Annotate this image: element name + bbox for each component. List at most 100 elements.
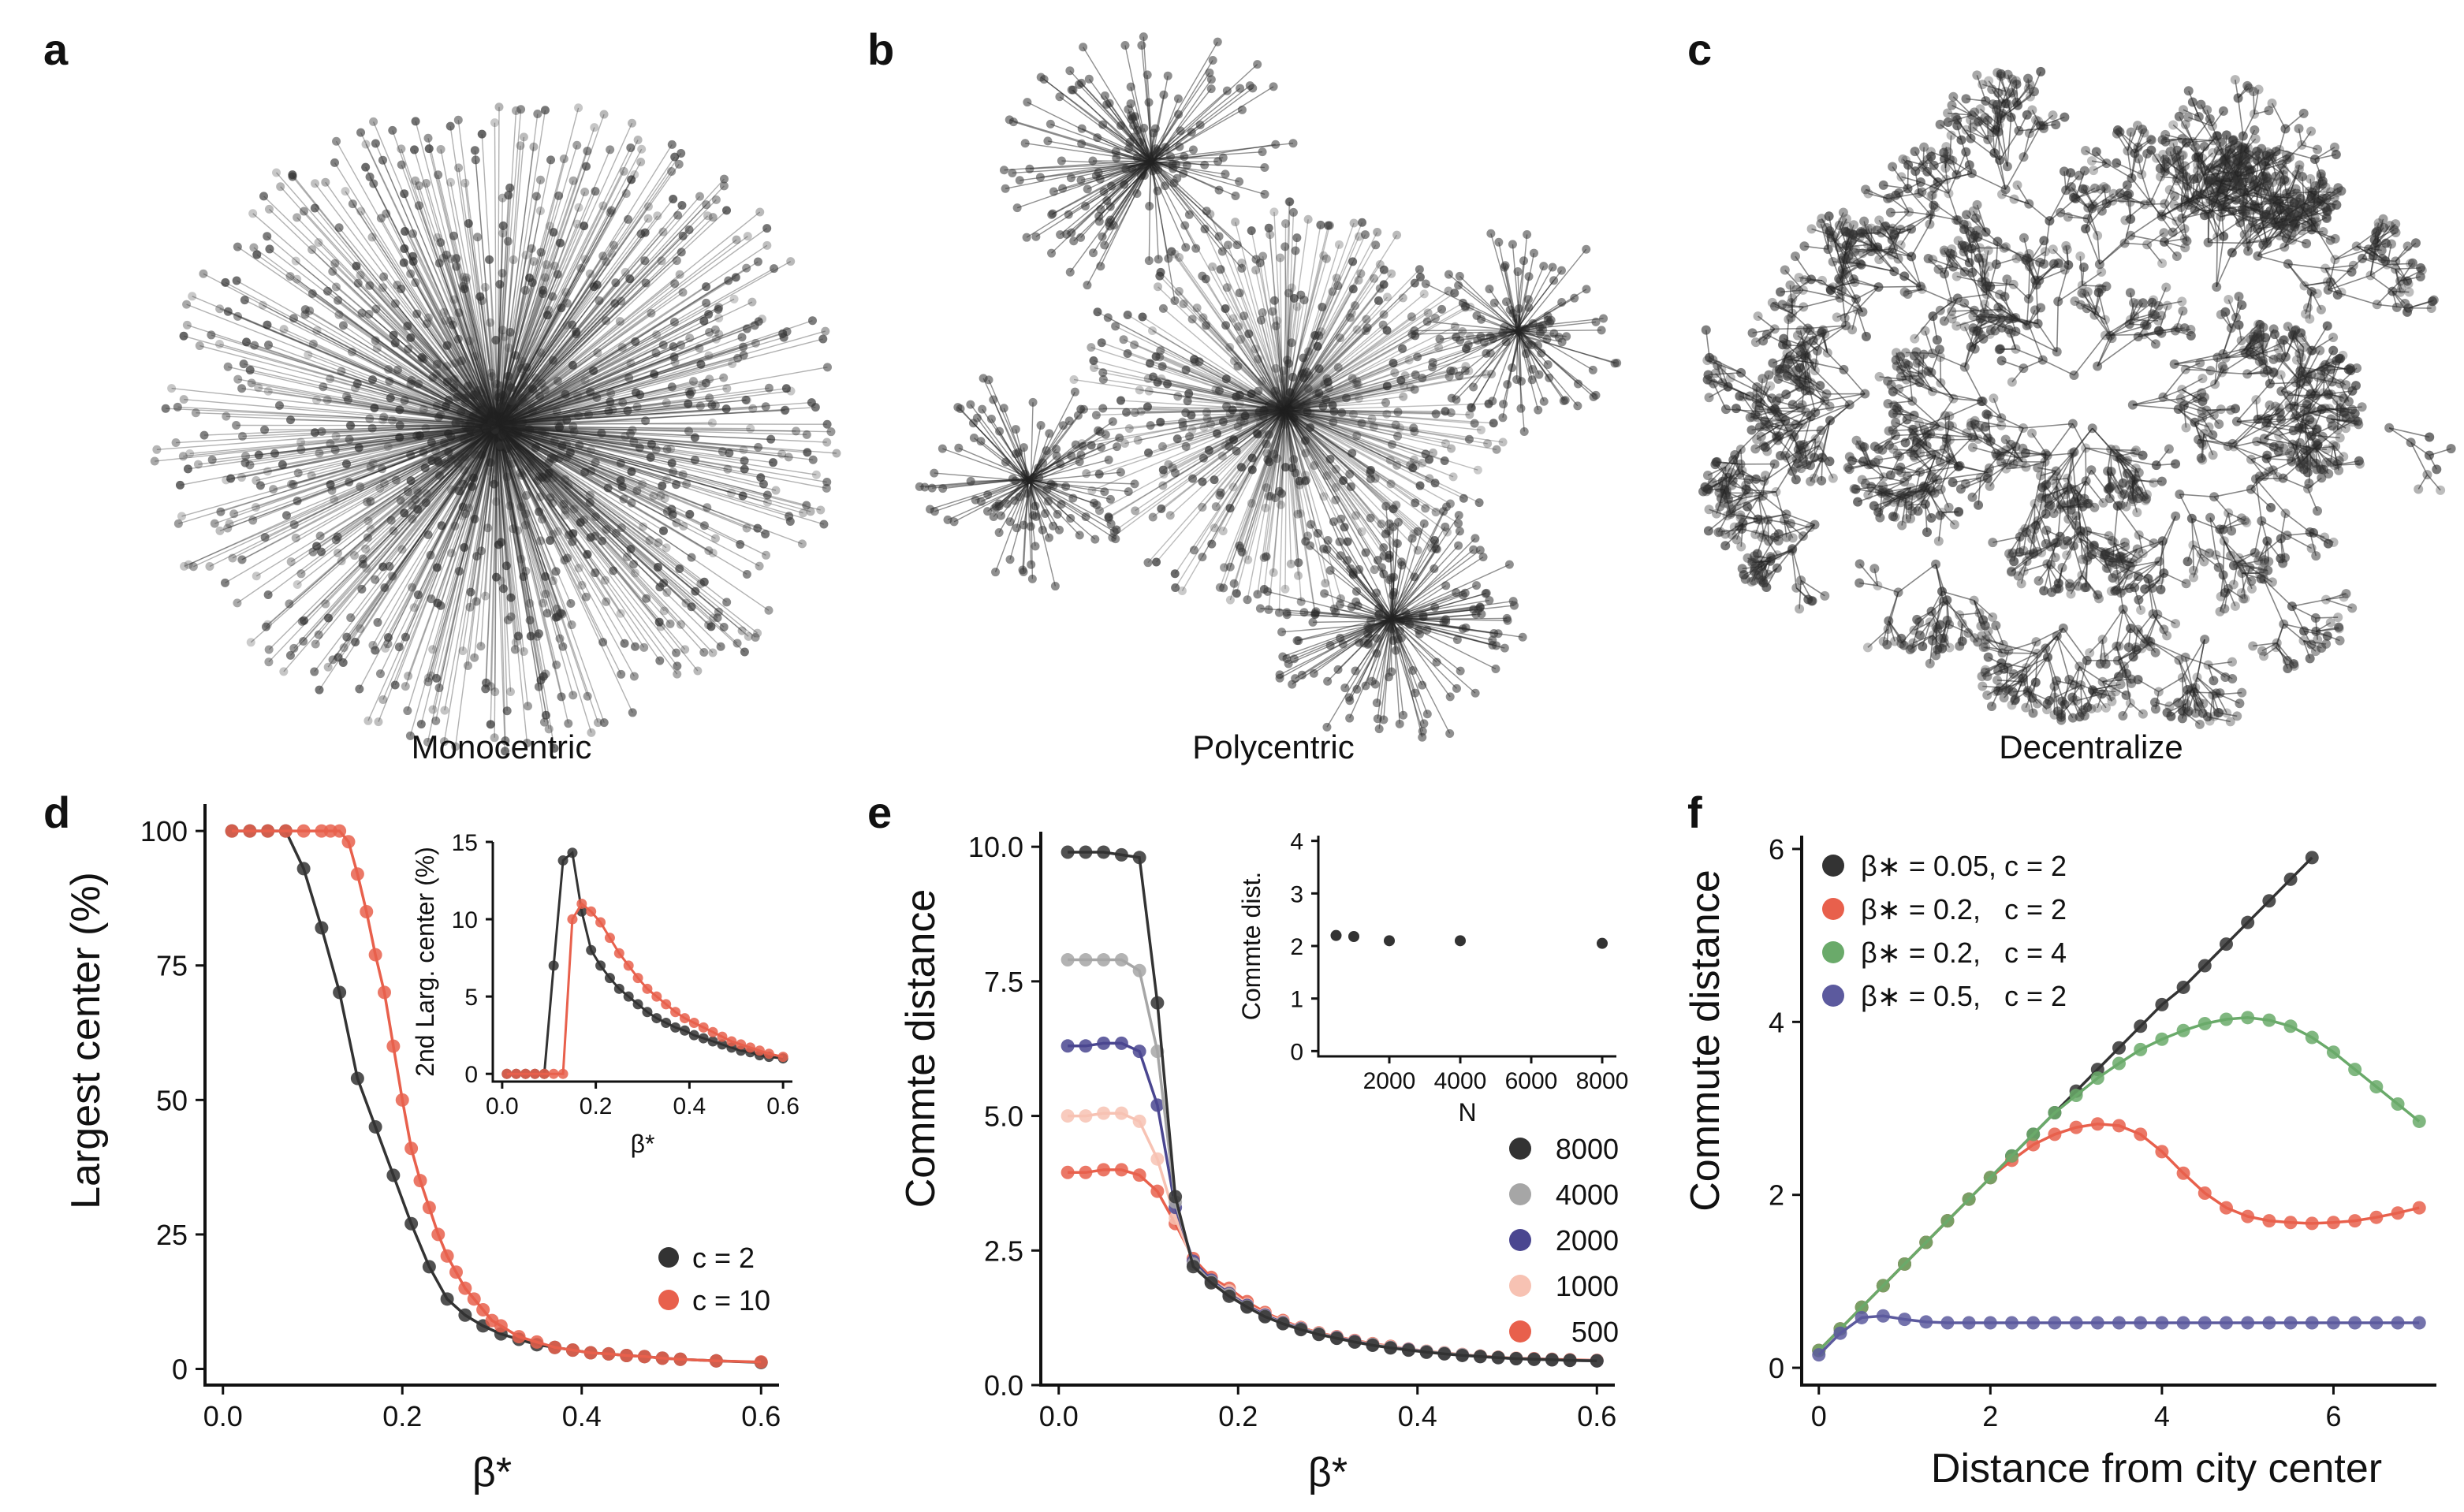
poly-center-node — [1183, 397, 1192, 406]
mono-edge — [498, 423, 728, 603]
mono-node — [539, 717, 549, 727]
mono-node — [390, 680, 400, 690]
tree-node — [1983, 115, 1993, 125]
mono-node — [464, 503, 474, 512]
poly-center-node — [1129, 132, 1139, 142]
poly-center-node — [1473, 465, 1482, 475]
mono-node — [707, 418, 717, 427]
mono-node — [602, 597, 611, 606]
tree-node — [1903, 500, 1913, 510]
mono-node — [736, 540, 745, 549]
poly-center-node — [1338, 639, 1348, 649]
tree-node — [1910, 147, 1920, 157]
mono-node — [646, 452, 655, 462]
poly-center-node — [1247, 226, 1256, 236]
poly-center-node — [1262, 552, 1271, 561]
mono-node — [658, 481, 667, 490]
mono-edge — [409, 426, 498, 736]
mono-node — [662, 588, 672, 598]
mono-edge — [383, 276, 497, 428]
tree-node — [1894, 188, 1904, 198]
mono-node — [421, 498, 431, 508]
poly-center-node — [1452, 395, 1461, 404]
poly-center-node — [1257, 376, 1266, 385]
poly-center-node — [1358, 218, 1367, 227]
poly-center-node — [1421, 279, 1430, 289]
poly-center-node — [1301, 471, 1310, 480]
mono-node — [818, 334, 828, 344]
mono-node — [264, 645, 274, 654]
poly-center-node — [1148, 512, 1157, 522]
mono-node — [378, 695, 388, 705]
poly-center-node — [1023, 98, 1032, 107]
poly-center-node — [1476, 425, 1485, 434]
poly-center-node — [1543, 311, 1553, 321]
poly-center-node — [1173, 94, 1183, 103]
tree-node — [1984, 76, 1994, 86]
mono-node — [175, 480, 185, 490]
mono-edge — [485, 426, 498, 683]
mono-node — [573, 391, 583, 400]
mono-edge — [382, 423, 498, 700]
mono-edge — [497, 198, 504, 426]
poly-center-node — [1474, 498, 1484, 508]
poly-center-node — [1439, 507, 1448, 516]
mono-node — [552, 660, 561, 669]
poly-center-node — [1260, 189, 1269, 199]
mono-node — [240, 458, 250, 467]
mono-node — [550, 261, 560, 270]
poly-center-node — [1382, 409, 1392, 419]
poly-center-node — [1237, 105, 1247, 114]
mono-node — [374, 717, 383, 727]
poly-center-node — [1441, 522, 1450, 531]
mono-node — [617, 343, 627, 352]
poly-center-node — [1407, 330, 1417, 339]
poly-center-node — [1477, 609, 1486, 619]
poly-center-node — [1333, 665, 1343, 674]
mono-node — [173, 402, 182, 412]
mono-edge — [494, 424, 569, 486]
mono-node — [367, 233, 377, 242]
poly-center-node — [1230, 356, 1239, 366]
mono-node — [695, 401, 705, 411]
mono-node — [274, 400, 284, 410]
mono-node — [651, 445, 661, 454]
poly-center-node — [1430, 564, 1439, 573]
tree-node — [1943, 108, 1953, 118]
mono-node — [361, 544, 371, 553]
poly-center-node — [1306, 541, 1315, 550]
mono-node — [240, 452, 250, 461]
mono-node — [753, 257, 762, 266]
mono-node — [466, 587, 475, 597]
mono-node — [451, 419, 460, 428]
mono-edge — [498, 333, 658, 426]
mono-node — [586, 387, 595, 397]
poly-center-node — [1172, 173, 1182, 183]
mono-node — [378, 464, 387, 474]
mono-node — [171, 438, 181, 448]
poly-center-node — [1548, 263, 1557, 272]
poly-center-node — [1158, 304, 1168, 313]
mono-node — [637, 144, 647, 154]
poly-center-node — [1316, 220, 1325, 229]
mono-node — [259, 192, 269, 201]
mono-node — [480, 413, 490, 423]
mono-node — [695, 192, 704, 201]
poly-center-node — [1318, 303, 1327, 312]
mono-edge — [357, 282, 495, 426]
mono-node — [565, 448, 575, 457]
mono-edge — [427, 425, 499, 683]
mono-node — [434, 683, 444, 693]
mono-node — [485, 255, 494, 264]
mono-node — [207, 455, 217, 464]
mono-node — [255, 481, 265, 490]
mono-edge — [498, 425, 658, 568]
mono-node — [247, 378, 256, 388]
poly-center-node — [1255, 604, 1265, 613]
poly-center-node — [1146, 421, 1155, 430]
mono-node — [293, 213, 302, 222]
mono-edge — [490, 426, 498, 687]
mono-node — [348, 199, 357, 209]
poly-center-node — [1019, 520, 1028, 530]
mono-node — [564, 719, 573, 728]
